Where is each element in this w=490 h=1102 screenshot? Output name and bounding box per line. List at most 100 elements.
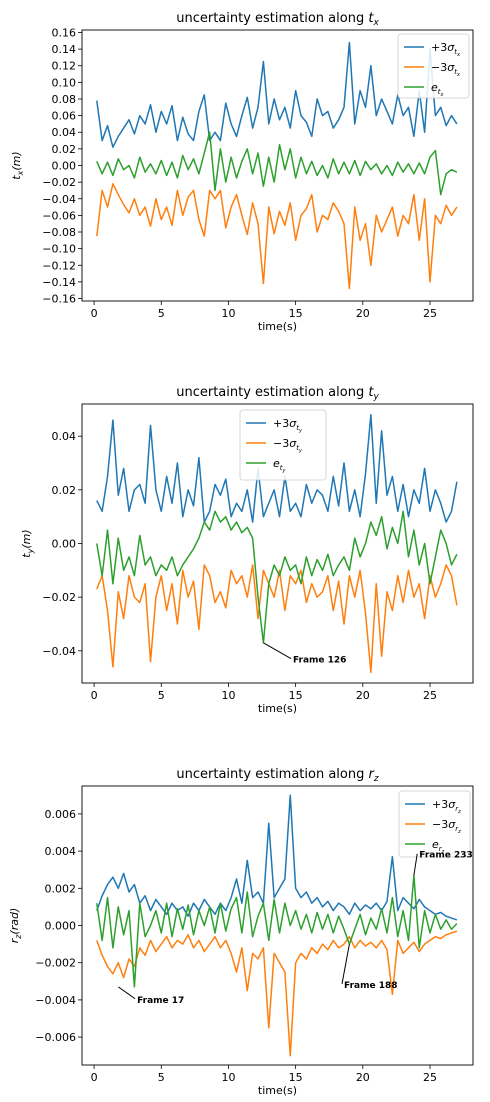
- legend-label: +3σrz: [432, 798, 461, 815]
- x-tick-label: 10: [221, 307, 235, 320]
- y-axis-label-subscript: z: [14, 934, 23, 940]
- series-line-3: [96, 131, 458, 196]
- legend-label-subscript: t: [280, 464, 283, 472]
- series-line-3: [96, 874, 458, 988]
- legend-label-subsubscript: y: [282, 468, 287, 474]
- legend-label-subscript: t: [438, 88, 441, 96]
- y-axis-label: rz(rad): [8, 908, 23, 944]
- legend-label-subsubscript: x: [440, 92, 444, 98]
- y-axis-label-symbol: t: [20, 553, 33, 558]
- y-tick-label: −0.006: [35, 1031, 76, 1044]
- y-tick-label: 0.04: [52, 126, 77, 139]
- chart-panel-2: uncertainty estimation along ty0 5 10 15 20 2…: [20, 385, 474, 715]
- legend-label-symbol: σ: [447, 61, 455, 74]
- y-tick-label: −0.02: [42, 176, 76, 189]
- chart-title-subscript: z: [373, 774, 379, 784]
- y-axis-label-symbol: t: [10, 175, 23, 180]
- y-tick-label: 0.08: [52, 93, 77, 106]
- legend-label: −3σty: [273, 437, 303, 454]
- series-line-2: [96, 564, 458, 674]
- legend-label-symbol: e: [273, 457, 280, 470]
- y-tick-label: −0.04: [42, 193, 76, 206]
- chart-panel-1: uncertainty estimation along tx0 5 10 15 20 2…: [10, 11, 474, 333]
- x-tick-label: 0: [91, 1071, 98, 1084]
- y-tick-label: −0.12: [42, 259, 76, 272]
- legend-label-symbol: σ: [448, 818, 456, 831]
- legend-label: etx: [431, 81, 444, 98]
- legend-label-subsubscript: x: [456, 52, 460, 58]
- y-tick-label: 0.06: [52, 110, 77, 123]
- y-axis-label-unit: (m): [10, 151, 23, 170]
- chart-title-subscript: x: [372, 18, 379, 28]
- y-axis-label-symbol: r: [8, 937, 21, 943]
- annotation-label: Frame 17: [137, 996, 184, 1006]
- y-tick-label: −0.10: [42, 243, 76, 256]
- chart-title-symbol: t: [368, 11, 374, 26]
- chart-title-text: uncertainty estimation along: [176, 767, 368, 782]
- series-line-2: [96, 930, 458, 1057]
- y-tick-label: −0.04: [42, 645, 76, 658]
- y-tick-label: 0.02: [52, 484, 77, 497]
- legend-label-subscript: r: [439, 845, 443, 853]
- legend-label-prefix: +3: [273, 417, 289, 430]
- y-tick-label: −0.16: [42, 293, 76, 306]
- legend-label: −3σtx: [431, 61, 460, 78]
- y-tick-label: −0.08: [42, 226, 76, 239]
- y-axis-label-unit: (m): [20, 529, 33, 548]
- y-tick-label: 0.16: [52, 26, 77, 39]
- legend-label-symbol: σ: [447, 41, 455, 54]
- y-tick-label: 0.12: [52, 60, 77, 73]
- chart-panel-3: uncertainty estimation along rz0 5 10 15 20 2…: [8, 767, 474, 1097]
- y-tick-label: 0.006: [45, 808, 77, 821]
- x-tick-label: 25: [423, 689, 437, 702]
- x-tick-label: 20: [356, 1071, 370, 1084]
- legend-label-subsubscript: y: [298, 428, 303, 434]
- y-tick-label: 0.14: [52, 43, 77, 56]
- legend-label-subscript: t: [454, 48, 457, 56]
- legend-label-subsubscript: z: [441, 849, 445, 855]
- legend-label-subscript: t: [296, 424, 299, 432]
- chart-title-text: uncertainty estimation along: [176, 11, 368, 26]
- y-tick-label: 0.00: [52, 538, 77, 551]
- legend-label-symbol: σ: [289, 437, 297, 450]
- annotation-arrow: [263, 642, 292, 659]
- legend-label-symbol: σ: [289, 417, 297, 430]
- x-tick-label: 10: [221, 1071, 235, 1084]
- series-line-1: [96, 413, 458, 523]
- x-tick-label: 5: [158, 689, 165, 702]
- chart-title: uncertainty estimation along tx: [176, 11, 379, 28]
- y-tick-label: −0.002: [35, 957, 76, 970]
- y-tick-label: 0.004: [45, 845, 77, 858]
- legend-label-prefix: −3: [432, 818, 448, 831]
- x-tick-label: 20: [356, 307, 370, 320]
- chart-title-subscript: y: [372, 392, 379, 402]
- legend-label-symbol: e: [432, 838, 439, 851]
- y-axis-label-subscript: y: [26, 548, 35, 554]
- annotation-label: Frame 126: [293, 656, 347, 666]
- legend-label-prefix: +3: [432, 798, 448, 811]
- annotation-arrow: [341, 944, 350, 984]
- series-line-2: [96, 183, 458, 290]
- x-tick-label: 25: [423, 307, 437, 320]
- legend-label-subscript: t: [296, 444, 299, 452]
- x-tick-label: 5: [158, 1071, 165, 1084]
- legend-label-prefix: +3: [431, 41, 447, 54]
- legend-label: +3σtx: [431, 41, 460, 58]
- y-axis-label: ty(m): [20, 529, 35, 557]
- x-axis-label: time(s): [258, 320, 297, 333]
- legend-label-prefix: −3: [431, 61, 447, 74]
- legend-box: [397, 33, 470, 99]
- y-tick-label: 0.04: [52, 430, 77, 443]
- series-line-3: [96, 510, 458, 644]
- legend-label-prefix: −3: [273, 437, 289, 450]
- y-tick-label: 0.002: [45, 882, 77, 895]
- x-tick-label: 15: [289, 1071, 303, 1084]
- legend-label-subscript: t: [454, 68, 457, 76]
- x-tick-label: 0: [91, 307, 98, 320]
- legend-label-subsubscript: y: [298, 448, 303, 454]
- y-tick-label: −0.06: [42, 209, 76, 222]
- y-tick-label: −0.004: [35, 994, 76, 1007]
- x-tick-label: 5: [158, 307, 165, 320]
- legend-box: [398, 790, 471, 858]
